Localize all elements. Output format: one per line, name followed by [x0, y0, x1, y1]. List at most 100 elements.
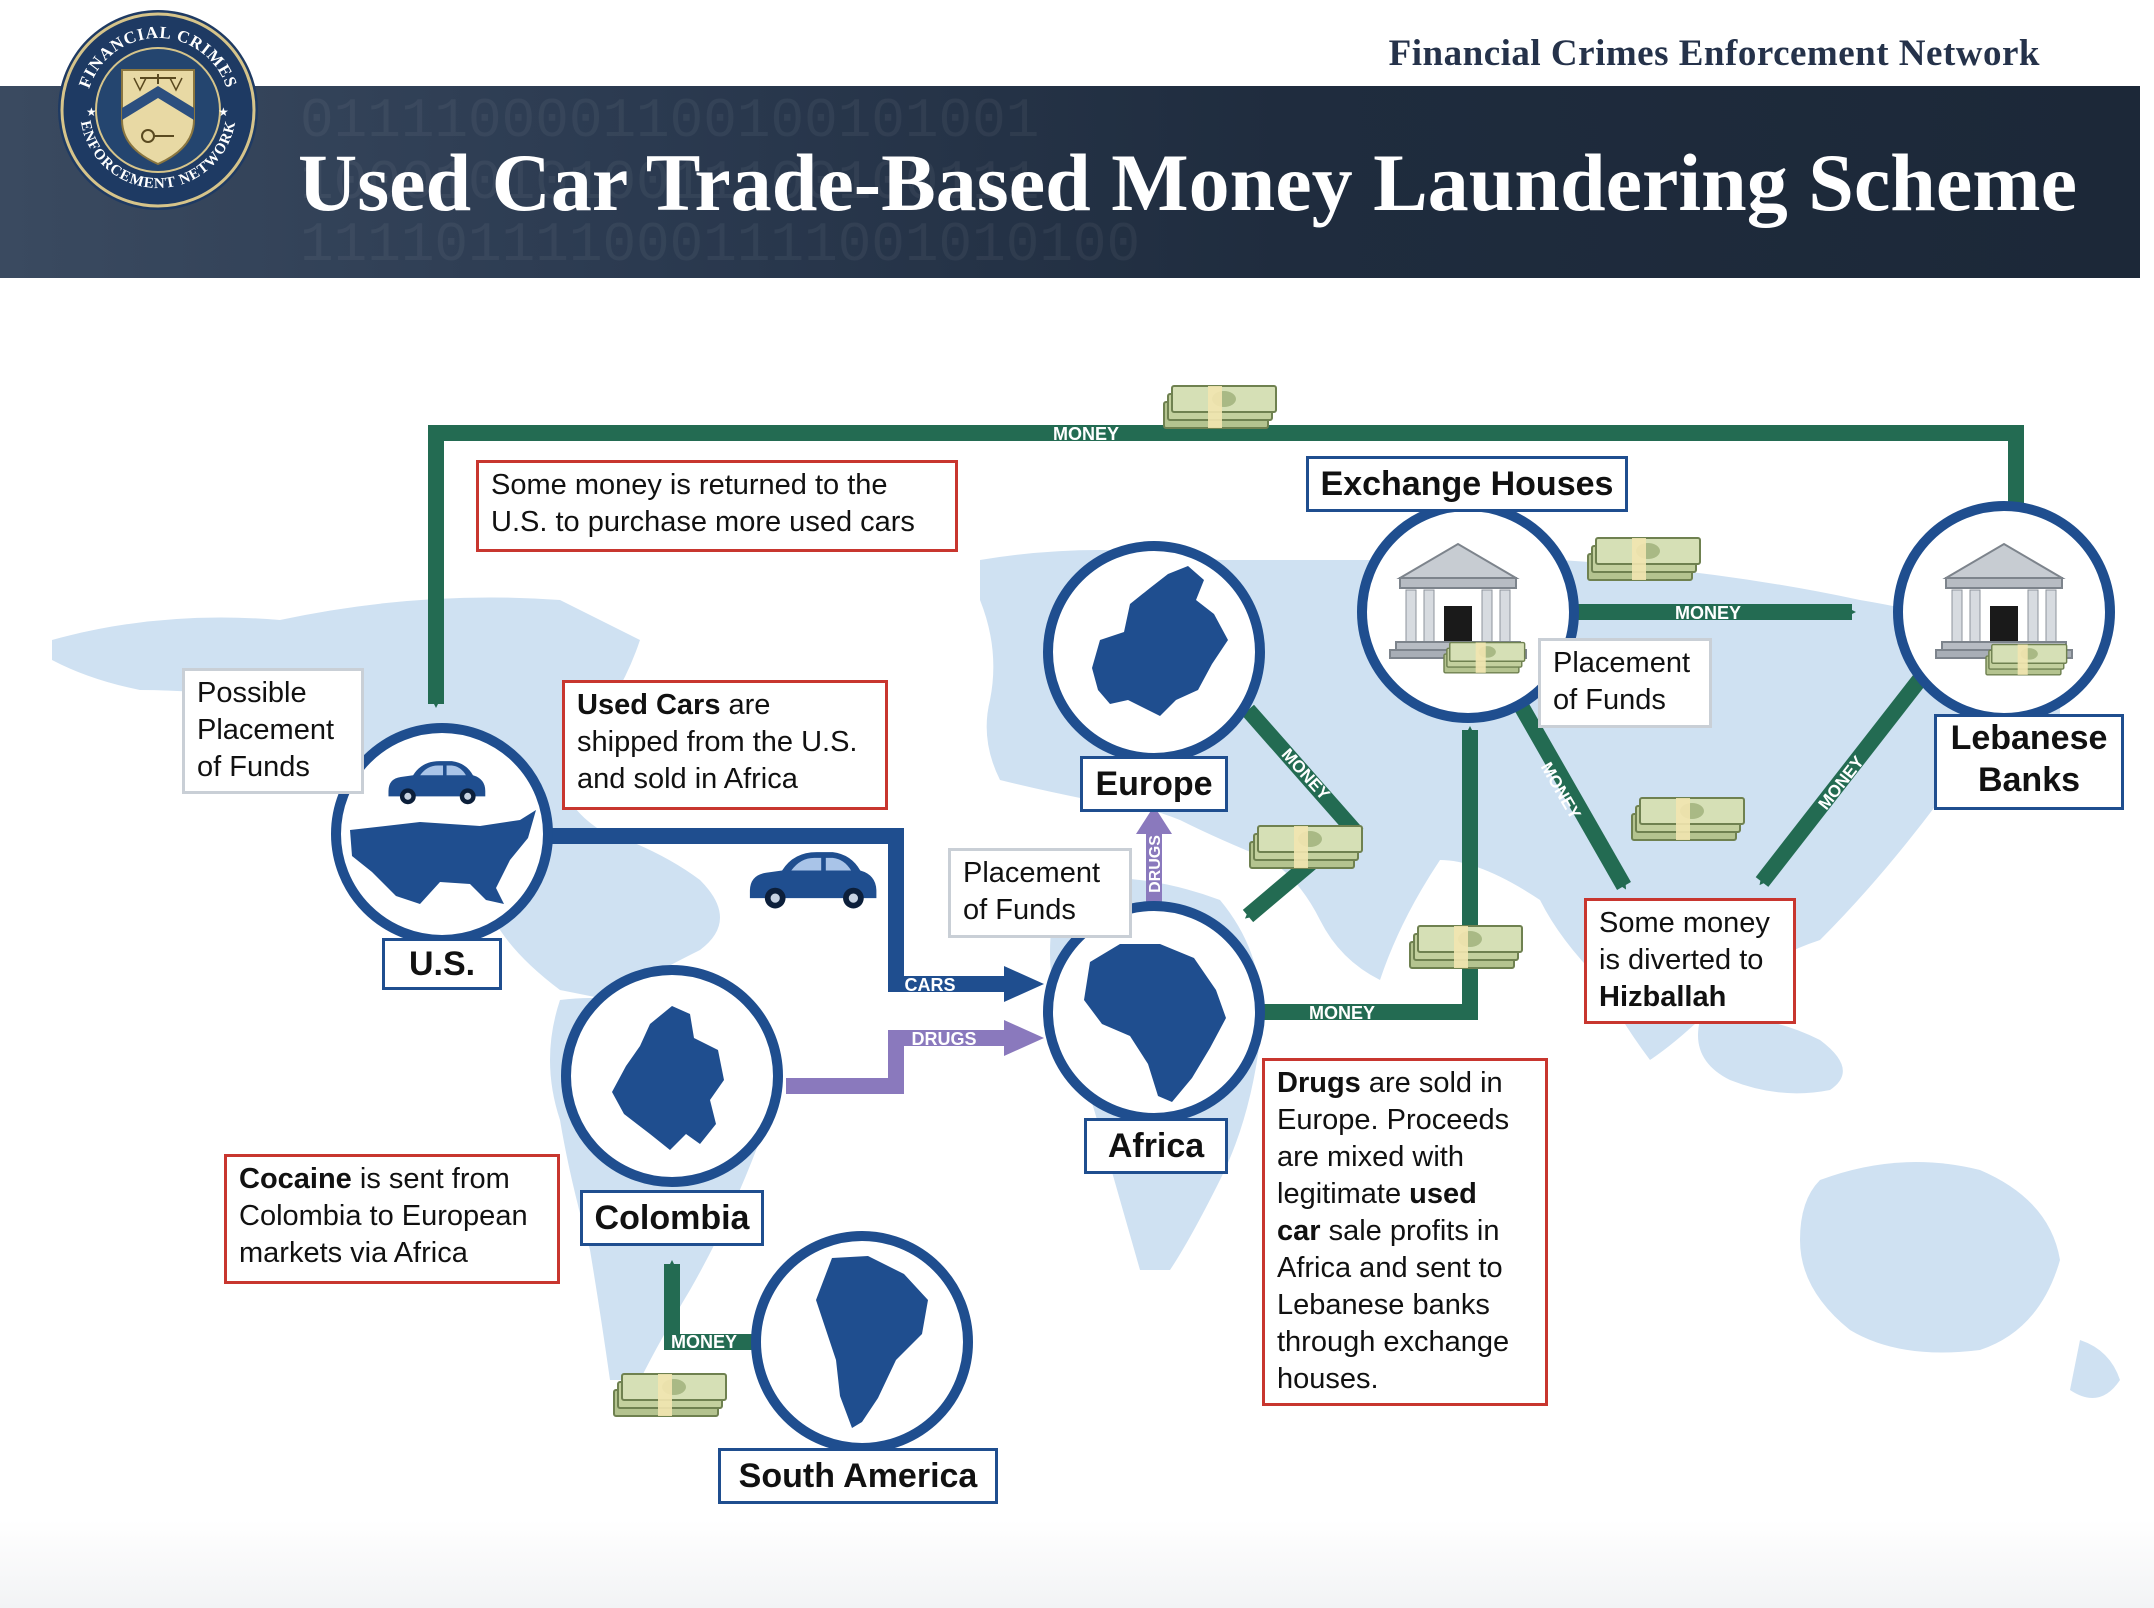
note-cocaine-bold: Cocaine: [239, 1163, 352, 1195]
note-drugs-line5-bold: car: [1277, 1215, 1321, 1247]
note-cocaine-line2: Colombia to European: [239, 1200, 528, 1232]
note-money-returned-line2: U.S. to purchase more used cars: [491, 506, 915, 538]
note-used-cars: Used Cars are shipped from the U.S. and …: [562, 680, 888, 810]
note-possible-line3: of Funds: [197, 751, 310, 783]
note-drugs-line5-rest: sale profits in: [1320, 1215, 1500, 1247]
seal-icon: FINANCIAL CRIMES ENFORCEMENT NETWORK ★ ★: [58, 10, 258, 210]
us-node: [331, 723, 553, 945]
europe-map-icon: [1092, 566, 1228, 716]
note-used-cars-rest: are: [720, 689, 771, 721]
us-map-icon: [350, 810, 536, 904]
flow-drugs-arrowhead: [1004, 1020, 1044, 1056]
note-hizballah: Some money is diverted to Hizballah: [1584, 898, 1796, 1024]
note-hizballah-line1: Some money: [1599, 907, 1770, 939]
note-placement-africa: Placement of Funds: [948, 848, 1132, 938]
cash-stack-icon: [613, 1373, 727, 1417]
flow-cars-us-to-africa: [546, 828, 1010, 992]
note-cocaine-rest: is sent from: [351, 1163, 510, 1195]
note-drugs-line5: car sale profits in: [1277, 1213, 1533, 1250]
network-name: Financial Crimes Enforcement Network: [1388, 33, 2040, 74]
note-drugs-bold: Drugs: [1277, 1067, 1361, 1099]
note-drugs-proceeds: Drugs are sold in Europe. Proceeds are m…: [1262, 1058, 1548, 1406]
note-used-cars-line1: Used Cars are: [577, 687, 873, 724]
note-used-cars-bold: Used Cars: [577, 689, 721, 721]
note-drugs-line8: through exchange: [1277, 1326, 1510, 1358]
europe-node: [1043, 541, 1265, 763]
flow-drugs-colombia-to-africa: [786, 1030, 1010, 1094]
note-drugs-line4: legitimate used: [1277, 1176, 1533, 1213]
flow-label-drugs-europe: DRUGS: [1147, 835, 1164, 893]
label-lebanese-banks: Lebanese Banks: [1934, 714, 2124, 810]
note-drugs-line4-bold: used: [1409, 1178, 1477, 1210]
cash-stack-icon: [1985, 643, 2068, 676]
note-drugs-rest1: are sold in: [1360, 1067, 1503, 1099]
note-cocaine-line1: Cocaine is sent from: [239, 1161, 545, 1198]
cash-stack-icon: [1443, 641, 1526, 674]
note-hizballah-bold: Hizballah: [1599, 981, 1727, 1013]
seal-star-left: ★: [86, 105, 97, 119]
note-placement-exchange: Placement of Funds: [1538, 638, 1712, 728]
flow-money-africa-to-exchange: [1264, 726, 1478, 1020]
label-exchange-houses: Exchange Houses: [1306, 456, 1628, 512]
label-south-america: South America: [718, 1448, 998, 1504]
cash-stack-icon: [1587, 537, 1701, 581]
label-colombia: Colombia: [580, 1190, 764, 1246]
note-possible-line1: Possible: [197, 677, 307, 709]
flow-money-return-to-us: [428, 425, 2024, 708]
cash-stack-icon: [1631, 797, 1745, 841]
flow-label-money-exchange-to-banks: MONEY: [1675, 603, 1741, 623]
label-lebanese-banks-line2: Banks: [1977, 761, 2081, 799]
africa-node: [1043, 901, 1265, 1123]
note-drugs-line1: Drugs are sold in: [1277, 1065, 1533, 1102]
colombia-map-icon: [612, 1006, 724, 1150]
south-america-node: [751, 1231, 973, 1453]
flow-money-exchange-to-hizballah: [1505, 686, 1631, 890]
cash-stack-icon: [1249, 825, 1363, 869]
note-money-returned: Some money is returned to the U.S. to pu…: [476, 460, 958, 552]
title-banner: 0111100001100100101001 100010101001110010…: [0, 86, 2140, 278]
lebanese-banks-node: [1893, 501, 2115, 723]
note-possible-placement: Possible Placement of Funds: [182, 668, 364, 794]
page-title: Used Car Trade-Based Money Laundering Sc…: [298, 137, 2077, 228]
flow-label-drugs-colombia: DRUGS: [911, 1029, 976, 1049]
flow-label-money-top: MONEY: [1053, 424, 1119, 444]
flow-label-money-africa: MONEY: [1309, 1003, 1375, 1023]
south-america-map-icon: [816, 1256, 928, 1428]
note-placement-exchange-line1: Placement: [1553, 647, 1691, 679]
banner-binary-pattern: 0111100001100100101001 100010101001110010…: [300, 89, 1141, 277]
note-placement-africa-line1: Placement: [963, 857, 1101, 889]
flow-money-banks-to-hizballah: [1755, 669, 1931, 887]
label-europe: Europe: [1080, 756, 1228, 812]
note-used-cars-line2: shipped from the U.S.: [577, 726, 858, 758]
note-placement-africa-line2: of Funds: [963, 894, 1076, 926]
note-money-returned-line1: Some money is returned to the: [491, 469, 888, 501]
note-drugs-line2: Europe. Proceeds: [1277, 1104, 1510, 1136]
flow-drugs-europe-arrowhead: [1136, 806, 1172, 834]
flow-label-cars: CARS: [904, 975, 955, 995]
note-drugs-line4-pre: legitimate: [1277, 1178, 1410, 1210]
note-used-cars-line3: and sold in Africa: [577, 763, 798, 795]
note-drugs-line7: Lebanese banks: [1277, 1289, 1490, 1321]
note-hizballah-line2: is diverted to: [1599, 944, 1764, 976]
label-africa: Africa: [1084, 1118, 1228, 1174]
label-lebanese-banks-line1: Lebanese: [1950, 719, 2108, 757]
flow-cars-arrowhead: [1004, 966, 1044, 1002]
bottom-fade: [0, 1520, 2154, 1608]
car-icon: [749, 852, 877, 909]
colombia-node: [561, 965, 783, 1187]
cash-stack-icon: [1163, 385, 1277, 429]
flow-money-south-america: [664, 1260, 752, 1350]
seal-star-right: ★: [218, 105, 229, 119]
africa-map-icon: [1084, 944, 1226, 1102]
note-drugs-line3: are mixed with: [1277, 1141, 1464, 1173]
note-cocaine: Cocaine is sent from Colombia to Europea…: [224, 1154, 560, 1284]
note-placement-exchange-line2: of Funds: [1553, 684, 1666, 716]
note-cocaine-line3: markets via Africa: [239, 1237, 468, 1269]
label-us: U.S.: [382, 938, 502, 990]
note-possible-line2: Placement: [197, 714, 335, 746]
flow-label-money-south-america: MONEY: [671, 1332, 737, 1352]
note-drugs-line9: houses.: [1277, 1363, 1379, 1395]
note-drugs-line6: Africa and sent to: [1277, 1252, 1503, 1284]
